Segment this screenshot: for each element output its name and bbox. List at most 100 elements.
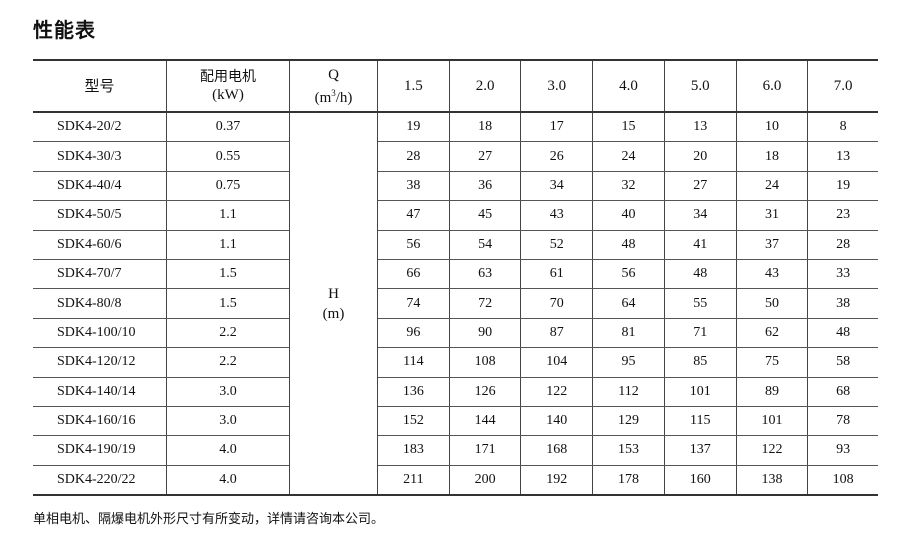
head-value-cell: 56 bbox=[592, 259, 665, 290]
table-header-row: 型号 配用电机 (kW) Q (m3/h) 1.5 2.0 3.0 4.0 5.0 6.0… bbox=[33, 59, 878, 113]
head-value-cell: 62 bbox=[735, 318, 809, 349]
motor-kw-cell: 0.75 bbox=[166, 171, 290, 202]
head-value-cell: 85 bbox=[663, 347, 737, 378]
head-value-cell: 168 bbox=[520, 435, 594, 466]
head-value-cell: 126 bbox=[448, 377, 522, 407]
head-value-cell: 200 bbox=[448, 465, 522, 497]
head-value-cell: 19 bbox=[377, 112, 450, 143]
head-value-cell: 13 bbox=[663, 112, 737, 143]
table-row: SDK4-30/3 0.55 28 27 26 24 20 18 13 bbox=[33, 141, 878, 172]
head-value-cell: 33 bbox=[807, 259, 878, 290]
head-value-cell: 153 bbox=[592, 435, 665, 466]
table-row: SDK4-70/7 1.5 66 63 61 56 48 43 33 bbox=[33, 259, 878, 290]
head-value-cell: 90 bbox=[448, 318, 522, 349]
head-value-cell: 129 bbox=[592, 406, 665, 437]
head-value-cell: 24 bbox=[592, 141, 665, 172]
head-value-cell: 138 bbox=[735, 465, 809, 497]
head-value-cell: 34 bbox=[520, 171, 594, 202]
table-row: SDK4-20/2 0.37 H (m) 19 18 17 15 13 10 8 bbox=[33, 112, 878, 497]
head-value-cell: 10 bbox=[735, 112, 809, 143]
header-flow-2.0: 2.0 bbox=[448, 59, 522, 113]
head-value-cell: 19 bbox=[807, 171, 878, 202]
motor-kw-cell: 1.1 bbox=[166, 230, 290, 260]
head-value-cell: 81 bbox=[592, 318, 665, 349]
head-value-cell: 104 bbox=[520, 347, 594, 378]
head-value-cell: 75 bbox=[735, 347, 809, 378]
motor-kw-cell: 1.5 bbox=[166, 259, 290, 290]
head-value-cell: 13 bbox=[807, 141, 878, 172]
head-value-cell: 64 bbox=[592, 288, 665, 319]
table-row: SDK4-220/22 4.0 211 200 192 178 160 138 108 bbox=[33, 465, 878, 497]
head-value-cell: 89 bbox=[735, 377, 809, 407]
header-flow-4.0: 4.0 bbox=[592, 59, 665, 113]
performance-table: 型号 配用电机 (kW) Q (m3/h) 1.5 2.0 3.0 4.0 5.0 6.0… bbox=[33, 59, 878, 497]
motor-kw-cell: 2.2 bbox=[166, 318, 290, 349]
head-value-cell: 96 bbox=[377, 318, 450, 349]
head-value-cell: 61 bbox=[520, 259, 594, 290]
motor-kw-cell: 1.1 bbox=[166, 200, 290, 231]
head-value-cell: 48 bbox=[663, 259, 737, 290]
head-value-cell: 72 bbox=[448, 288, 522, 319]
head-value-cell: 38 bbox=[377, 171, 450, 202]
head-value-cell: 178 bbox=[592, 465, 665, 497]
motor-kw-cell: 0.37 bbox=[166, 112, 290, 143]
head-value-cell: 122 bbox=[520, 377, 594, 407]
model-cell: SDK4-80/8 bbox=[33, 288, 167, 319]
head-value-cell: 38 bbox=[807, 288, 878, 319]
head-value-cell: 211 bbox=[377, 465, 450, 497]
table-row: SDK4-140/14 3.0 136 126 122 112 101 89 68 bbox=[33, 377, 878, 407]
head-value-cell: 52 bbox=[520, 230, 594, 260]
table-row: SDK4-100/10 2.2 96 90 87 81 71 62 48 bbox=[33, 318, 878, 349]
head-value-cell: 112 bbox=[592, 377, 665, 407]
head-value-cell: 144 bbox=[448, 406, 522, 437]
model-cell: SDK4-20/2 bbox=[33, 112, 167, 143]
head-value-cell: 48 bbox=[807, 318, 878, 349]
motor-kw-cell: 4.0 bbox=[166, 435, 290, 466]
head-value-cell: 70 bbox=[520, 288, 594, 319]
head-value-cell: 58 bbox=[807, 347, 878, 378]
head-value-cell: 23 bbox=[807, 200, 878, 231]
footnote: 单相电机、隔爆电机外形尺寸有所变动，详情请咨询本公司。 bbox=[33, 512, 385, 527]
motor-kw-cell: 1.5 bbox=[166, 288, 290, 319]
head-value-cell: 24 bbox=[735, 171, 809, 202]
header-flow: Q (m3/h) bbox=[289, 59, 378, 113]
head-value-cell: 140 bbox=[520, 406, 594, 437]
head-value-cell: 18 bbox=[735, 141, 809, 172]
motor-kw-cell: 3.0 bbox=[166, 377, 290, 407]
table-row: SDK4-60/6 1.1 56 54 52 48 41 37 28 bbox=[33, 230, 878, 260]
motor-kw-cell: 2.2 bbox=[166, 347, 290, 378]
head-value-cell: 40 bbox=[592, 200, 665, 231]
head-unit: (m) bbox=[322, 305, 345, 322]
head-value-cell: 108 bbox=[448, 347, 522, 378]
head-value-cell: 54 bbox=[448, 230, 522, 260]
head-value-cell: 26 bbox=[520, 141, 594, 172]
header-motor: 配用电机 (kW) bbox=[166, 59, 290, 113]
model-cell: SDK4-140/14 bbox=[33, 377, 167, 407]
head-value-cell: 55 bbox=[663, 288, 737, 319]
head-value-cell: 192 bbox=[520, 465, 594, 497]
header-flow-6.0: 6.0 bbox=[735, 59, 809, 113]
head-value-cell: 71 bbox=[663, 318, 737, 349]
head-value-cell: 28 bbox=[807, 230, 878, 260]
head-value-cell: 152 bbox=[377, 406, 450, 437]
head-value-cell: 17 bbox=[520, 112, 594, 143]
model-cell: SDK4-70/7 bbox=[33, 259, 167, 290]
head-value-cell: 101 bbox=[663, 377, 737, 407]
motor-kw-cell: 4.0 bbox=[166, 465, 290, 497]
head-value-cell: 122 bbox=[735, 435, 809, 466]
head-value-cell: 45 bbox=[448, 200, 522, 231]
head-value-cell: 78 bbox=[807, 406, 878, 437]
head-value-cell: 31 bbox=[735, 200, 809, 231]
table-row: SDK4-40/4 0.75 38 36 34 32 27 24 19 bbox=[33, 171, 878, 202]
model-cell: SDK4-160/16 bbox=[33, 406, 167, 437]
head-value-cell: 27 bbox=[663, 171, 737, 202]
head-value-cell: 160 bbox=[663, 465, 737, 497]
header-flow-5.0: 5.0 bbox=[663, 59, 737, 113]
head-value-cell: 20 bbox=[663, 141, 737, 172]
head-value-cell: 43 bbox=[520, 200, 594, 231]
motor-kw-cell: 0.55 bbox=[166, 141, 290, 172]
head-value-cell: 36 bbox=[448, 171, 522, 202]
header-motor-label: 配用电机 bbox=[200, 69, 256, 85]
head-label: H bbox=[328, 285, 339, 302]
head-value-cell: 115 bbox=[663, 406, 737, 437]
